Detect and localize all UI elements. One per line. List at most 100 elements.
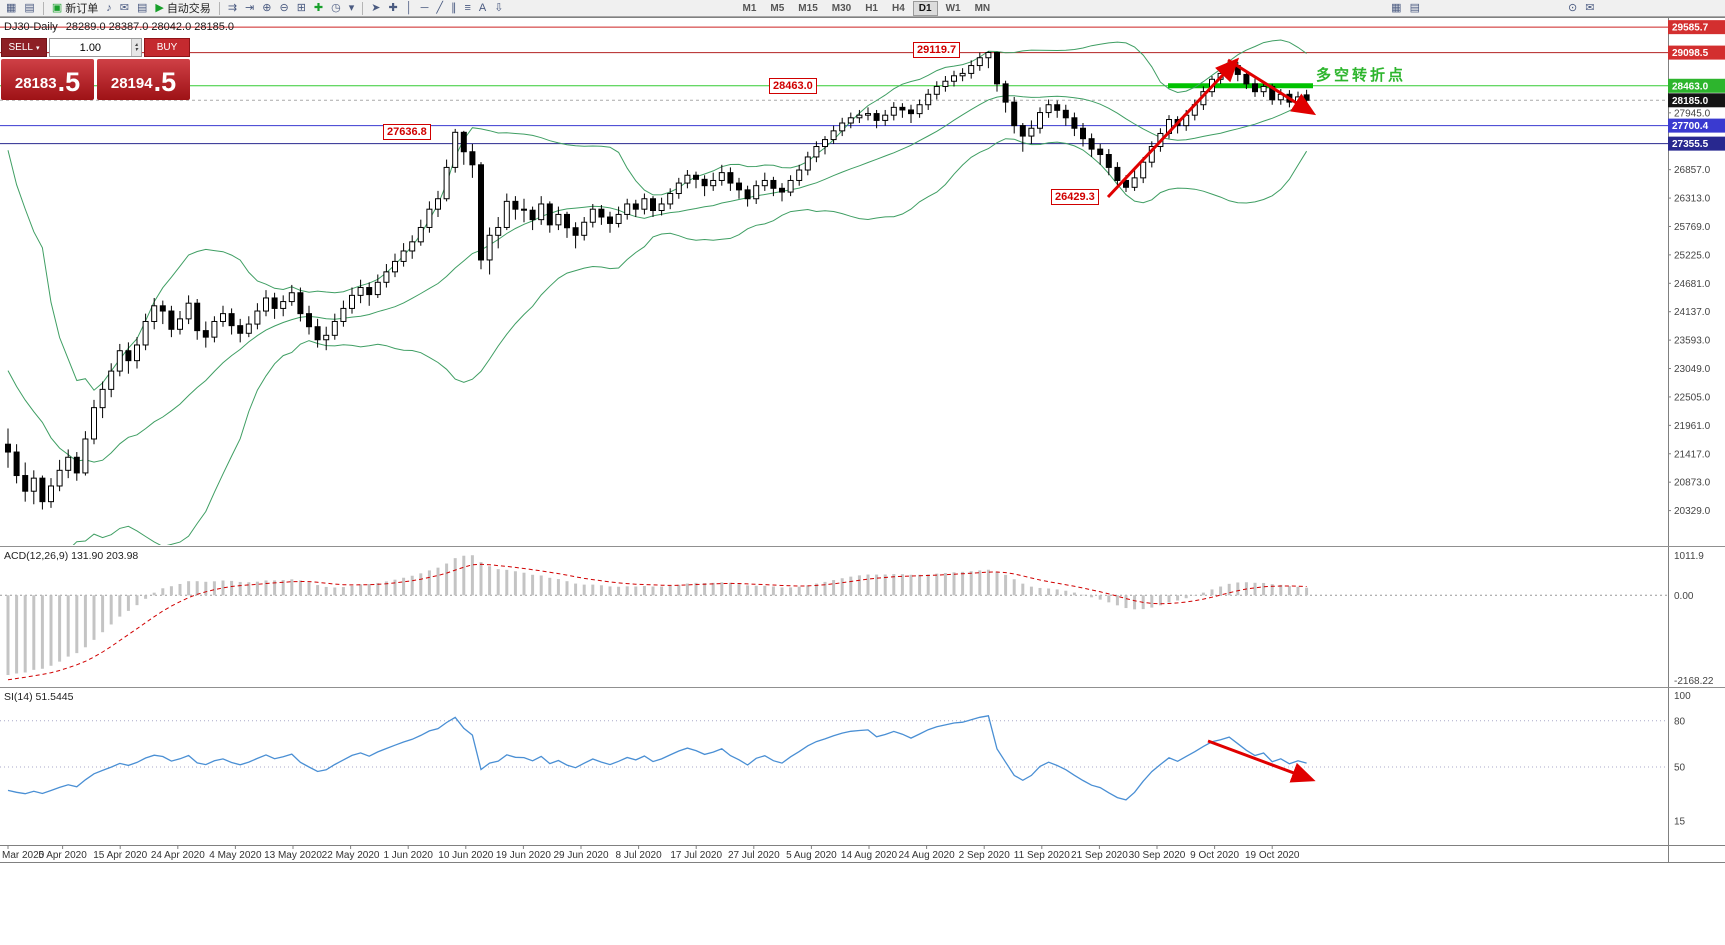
autotrading-button[interactable]: ▶ 自动交易 <box>152 0 213 16</box>
alerts-icon: ♪ <box>106 1 112 14</box>
buy-price-pips: .5 <box>153 67 177 97</box>
data-window-icon[interactable]: ▦ <box>1388 0 1404 16</box>
price-scale[interactable]: 27945.027401.026857.026313.025769.025225… <box>1668 20 1725 517</box>
macd-values: 131.90 203.98 <box>71 550 139 562</box>
charts-grid-icon[interactable]: ▦ <box>3 0 19 16</box>
rsi-trend-arrow[interactable] <box>1207 739 1316 783</box>
timeframe-m30[interactable]: M30 <box>831 2 852 14</box>
new-chart-icon[interactable]: ▤ <box>21 0 37 16</box>
horizontal-line-icon[interactable]: ─ <box>418 0 432 16</box>
spinner-down-icon[interactable]: ▾ <box>134 46 138 53</box>
timeframe-m5[interactable]: M5 <box>770 2 785 14</box>
arrows-icon[interactable]: ⇩ <box>491 0 506 16</box>
svg-text:27 Jul 2020: 27 Jul 2020 <box>728 850 780 861</box>
chart-ohlc-info: DJ30-Daily 28289.0 28387.0 28042.0 28185.… <box>4 21 234 33</box>
chart-shift-icon[interactable]: ⇥ <box>242 0 257 16</box>
channel-icon[interactable]: ∥ <box>448 0 460 16</box>
svg-text:19 Jun 2020: 19 Jun 2020 <box>496 850 551 861</box>
timeframe-d1[interactable]: D1 <box>912 0 938 16</box>
search-icon: ⊙ <box>1567 1 1578 14</box>
svg-text:25225.0: 25225.0 <box>1674 250 1711 261</box>
print-preview-icon: ▤ <box>1409 1 1420 14</box>
timeframe-m1[interactable]: M1 <box>742 2 757 14</box>
chat-icon[interactable]: ✉ <box>1582 0 1597 16</box>
timeframe-bar: M1 M5 M15 M30 H1 H4 D1 W1 MN <box>735 0 997 16</box>
trend-arrow[interactable] <box>1106 57 1240 199</box>
svg-text:80: 80 <box>1674 716 1686 727</box>
vertical-line-icon[interactable]: │ <box>403 0 416 16</box>
mailbox-icon[interactable]: ✉ <box>117 0 132 16</box>
zoom-in-icon[interactable]: ⊕ <box>259 0 274 16</box>
price-tag-label: 26429.3 <box>1051 189 1099 205</box>
chart-autoscroll-icon[interactable]: ⇉ <box>225 0 240 16</box>
buy-price-button[interactable]: 28194 .5 <box>97 59 190 100</box>
svg-text:29098.5: 29098.5 <box>1672 48 1709 59</box>
sell-button[interactable]: SELL ▾ <box>1 38 47 57</box>
volume-spinner[interactable]: ▴ ▾ <box>130 39 141 56</box>
buy-price-main: 28194 <box>110 75 153 92</box>
svg-text:28185.0: 28185.0 <box>1672 96 1709 107</box>
zoom-in-icon: ⊕ <box>262 1 272 14</box>
new-order-button[interactable]: ▣ 新订单 <box>49 0 101 16</box>
periods-icon[interactable]: ◷ <box>328 0 344 16</box>
macd-histogram <box>6 555 1309 675</box>
search-icon[interactable]: ⊙ <box>1565 0 1580 16</box>
print-preview-icon[interactable]: ▤ <box>1407 0 1423 16</box>
svg-text:15 Apr 2020: 15 Apr 2020 <box>93 850 147 861</box>
svg-text:25769.0: 25769.0 <box>1674 222 1711 233</box>
buy-button[interactable]: BUY <box>144 38 190 57</box>
symbol-ohlc-values: 28289.0 28387.0 28042.0 28185.0 <box>65 21 235 33</box>
rsi-value: 51.5445 <box>35 691 74 703</box>
market-watch-icon[interactable]: ▤ <box>134 0 150 16</box>
timeframe-mn[interactable]: MN <box>974 2 991 14</box>
timeframe-m15[interactable]: M15 <box>798 2 818 14</box>
sell-price-button[interactable]: 28183 .5 <box>1 59 94 100</box>
timeframe-h4[interactable]: H4 <box>892 2 905 14</box>
trendline-icon[interactable]: ╱ <box>433 0 446 16</box>
alerts-icon[interactable]: ♪ <box>103 0 115 16</box>
crosshair-icon[interactable]: ✚ <box>385 0 400 16</box>
svg-text:19 Oct 2020: 19 Oct 2020 <box>1245 850 1300 861</box>
toolbar-separator <box>42 1 44 15</box>
svg-text:30 Sep 2020: 30 Sep 2020 <box>1129 850 1186 861</box>
svg-text:29585.7: 29585.7 <box>1672 23 1709 34</box>
symbol-title: DJ30-Daily <box>4 21 58 33</box>
panel-separator-macd[interactable] <box>0 546 1725 550</box>
indicators-icon: ✚ <box>313 1 324 14</box>
macd-signal-line <box>7 563 1307 681</box>
vertical-line-icon: │ <box>405 1 413 14</box>
market-watch-icon: ▤ <box>136 1 148 14</box>
volume-input[interactable] <box>50 39 131 56</box>
new-order-icon: ▣ <box>51 1 63 14</box>
svg-text:22505.0: 22505.0 <box>1674 392 1711 403</box>
svg-text:8 Jul 2020: 8 Jul 2020 <box>616 850 663 861</box>
indicators-button[interactable]: ✚ <box>311 0 326 16</box>
panel-separator-rsi[interactable] <box>0 687 1725 691</box>
cursor-icon[interactable]: ➤ <box>368 0 383 16</box>
svg-text:5 Apr 2020: 5 Apr 2020 <box>38 850 87 861</box>
svg-text:50: 50 <box>1674 763 1686 774</box>
price-tag-label: 27636.8 <box>383 124 431 140</box>
trend-arrow[interactable] <box>1227 58 1317 116</box>
tile-windows-icon: ⊞ <box>296 1 306 14</box>
svg-text:23049.0: 23049.0 <box>1674 364 1711 375</box>
text-icon[interactable]: A <box>476 0 489 16</box>
toolbar-separator <box>218 1 220 15</box>
autotrading-icon: ▶ <box>155 1 164 14</box>
svg-text:1 Jun 2020: 1 Jun 2020 <box>383 850 433 861</box>
zoom-out-icon[interactable]: ⊖ <box>276 0 291 16</box>
templates-icon[interactable]: ▾ <box>346 0 358 16</box>
timeframe-h1[interactable]: H1 <box>865 2 878 14</box>
sell-button-label: SELL <box>8 42 33 53</box>
timeframe-w1[interactable]: W1 <box>945 2 961 14</box>
fibonacci-icon[interactable]: ≡ <box>462 0 474 16</box>
svg-text:21961.0: 21961.0 <box>1674 421 1711 432</box>
new-order-button-label: 新订单 <box>65 3 99 15</box>
spinner-up-icon[interactable]: ▴ <box>134 41 138 48</box>
svg-text:23593.0: 23593.0 <box>1674 336 1711 347</box>
sell-price-main: 28183 <box>14 75 57 92</box>
tile-windows-icon[interactable]: ⊞ <box>294 0 309 16</box>
sell-price-pips: .5 <box>57 67 81 97</box>
